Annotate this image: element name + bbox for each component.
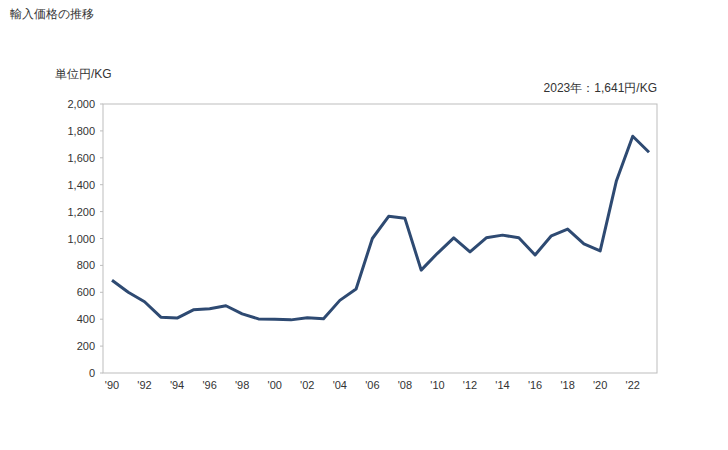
x-tick-label: '14 bbox=[495, 379, 509, 391]
x-tick-label: '22 bbox=[626, 379, 640, 391]
x-tick-label: '90 bbox=[105, 379, 119, 391]
y-tick-label: 600 bbox=[77, 286, 95, 298]
y-tick bbox=[100, 373, 103, 374]
x-tick-label: '96 bbox=[202, 379, 216, 391]
y-tick-label: 200 bbox=[77, 340, 95, 352]
x-tick-label: '12 bbox=[463, 379, 477, 391]
y-tick bbox=[100, 265, 103, 266]
y-tick bbox=[100, 319, 103, 320]
y-tick bbox=[100, 157, 103, 158]
y-tick-label: 1,600 bbox=[67, 152, 95, 164]
x-tick-label: '10 bbox=[430, 379, 444, 391]
plot-frame bbox=[103, 104, 657, 373]
price-line bbox=[112, 136, 649, 320]
x-tick-label: '02 bbox=[300, 379, 314, 391]
x-tick-label: '04 bbox=[333, 379, 347, 391]
y-tick-label: 2,000 bbox=[67, 98, 95, 110]
annotation: 2023年：1,641円/KG bbox=[544, 81, 657, 95]
x-tick-label: '08 bbox=[398, 379, 412, 391]
x-tick-label: '00 bbox=[268, 379, 282, 391]
y-tick bbox=[100, 238, 103, 239]
y-axis-label: 単位円/KG bbox=[55, 67, 112, 81]
y-tick-label: 1,400 bbox=[67, 179, 95, 191]
x-tick-label: '98 bbox=[235, 379, 249, 391]
chart-root: 輸入価格の推移単位円/KG 2023年：1,641円/KG 0 200 400 600 80… bbox=[0, 0, 728, 450]
x-tick-label: '20 bbox=[593, 379, 607, 391]
y-tick bbox=[100, 292, 103, 293]
x-tick-label: '16 bbox=[528, 379, 542, 391]
y-tick-label: 1,200 bbox=[67, 206, 95, 218]
x-tick-label: '94 bbox=[170, 379, 184, 391]
y-tick-label: 400 bbox=[77, 313, 95, 325]
chart: 輸入価格の推移単位円/KG 2023年：1,641円/KG 0 200 400 600 80… bbox=[0, 0, 728, 450]
y-tick-label: 800 bbox=[77, 259, 95, 271]
y-tick bbox=[100, 211, 103, 212]
y-tick-label: 0 bbox=[89, 367, 95, 379]
y-tick bbox=[100, 346, 103, 347]
plot-area bbox=[112, 136, 649, 320]
title: 輸入価格の推移 bbox=[10, 7, 94, 21]
y-tick-label: 1,800 bbox=[67, 125, 95, 137]
x-tick-label: '92 bbox=[137, 379, 151, 391]
x-tick-label: '06 bbox=[365, 379, 379, 391]
y-tick bbox=[100, 130, 103, 131]
y-tick bbox=[100, 104, 103, 105]
y-tick bbox=[100, 184, 103, 185]
x-tick-label: '18 bbox=[560, 379, 574, 391]
y-tick-label: 1,000 bbox=[67, 233, 95, 245]
